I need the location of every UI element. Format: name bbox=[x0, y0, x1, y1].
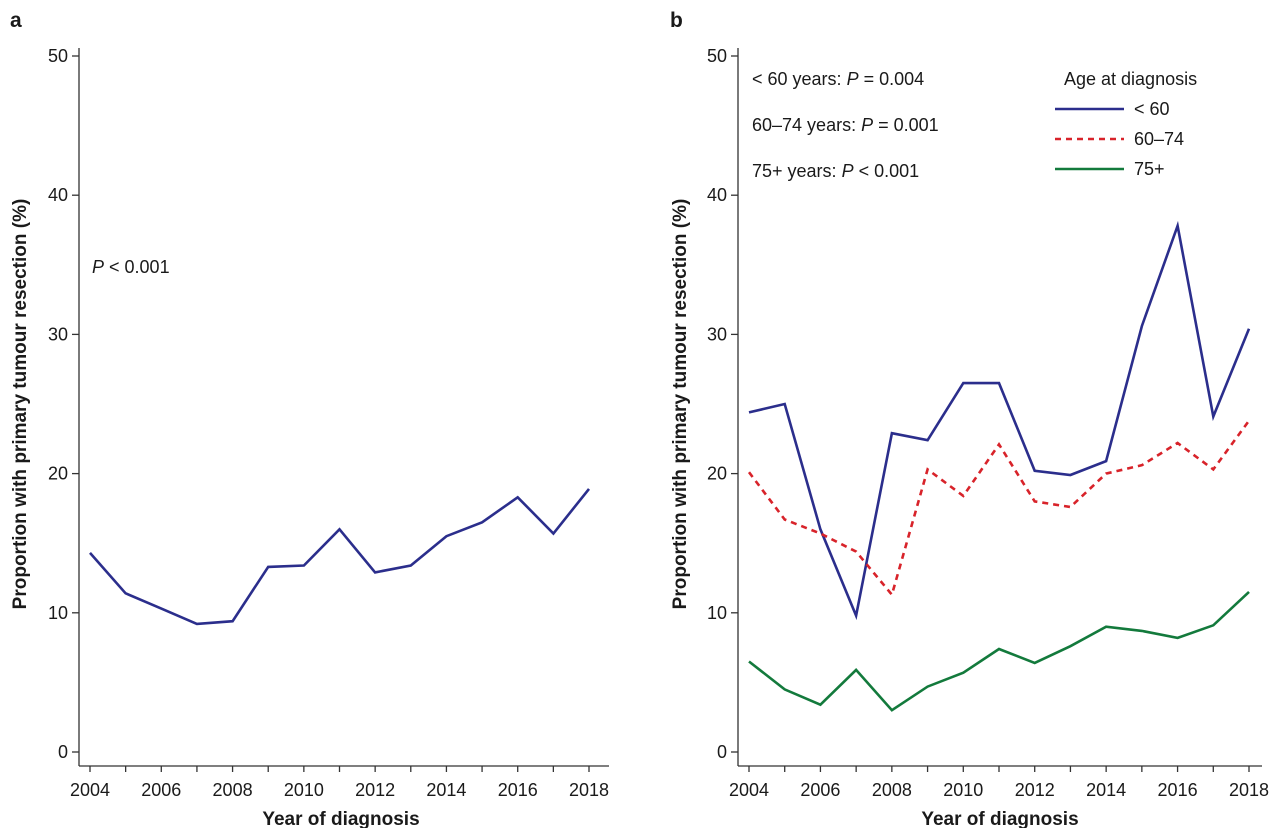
series-60-74 bbox=[747, 419, 1251, 598]
series-line bbox=[747, 419, 1251, 598]
legend-label: 75+ bbox=[1134, 159, 1165, 179]
y-tick-label: 50 bbox=[707, 46, 727, 66]
series-0 bbox=[89, 488, 591, 626]
x-tick-label: 2006 bbox=[141, 780, 181, 800]
y-tick-label: 50 bbox=[48, 46, 68, 66]
p-value-annotation: < 60 years: P = 0.004 bbox=[752, 69, 924, 89]
annotation-value: = 0.004 bbox=[859, 69, 925, 89]
x-tick-label: 2010 bbox=[943, 780, 983, 800]
y-tick-label: 30 bbox=[48, 324, 68, 344]
legend-label: 60–74 bbox=[1134, 129, 1184, 149]
x-tick-label: 2016 bbox=[1158, 780, 1198, 800]
annotation-p: P bbox=[847, 69, 859, 89]
x-tick-label: 2014 bbox=[426, 780, 466, 800]
x-tick-label: 2008 bbox=[872, 780, 912, 800]
x-tick-label: 2004 bbox=[729, 780, 769, 800]
panel-b: b 0 10 20 30 40 50 2004 2006 2008 2010 2012 2014 2016… bbox=[670, 9, 1269, 828]
y-tick-label: 0 bbox=[717, 742, 727, 762]
x-tick-label: 2012 bbox=[355, 780, 395, 800]
series-75 bbox=[748, 590, 1250, 712]
annotation-value: < 0.001 bbox=[104, 257, 170, 277]
series-line bbox=[748, 590, 1250, 712]
x-tick-label: 2006 bbox=[800, 780, 840, 800]
panel-letter: a bbox=[10, 9, 22, 32]
x-tick-label: 2010 bbox=[284, 780, 324, 800]
legend-title: Age at diagnosis bbox=[1064, 69, 1197, 89]
x-tick-label: 2008 bbox=[213, 780, 253, 800]
y-tick-label: 40 bbox=[707, 185, 727, 205]
p-value-annotation: 60–74 years: P = 0.001 bbox=[752, 115, 939, 135]
y-tick-label: 20 bbox=[707, 464, 727, 484]
annotation-prefix: 75+ years: bbox=[752, 161, 842, 181]
series-line bbox=[748, 220, 1251, 621]
y-tick-label: 0 bbox=[58, 742, 68, 762]
series-line bbox=[89, 488, 591, 626]
x-tick-label: 2018 bbox=[569, 780, 609, 800]
y-tick-label: 20 bbox=[48, 464, 68, 484]
y-tick-label: 40 bbox=[48, 185, 68, 205]
annotation-p: P bbox=[842, 161, 854, 181]
y-tick-label: 10 bbox=[48, 603, 68, 623]
x-tick-label: 2004 bbox=[70, 780, 110, 800]
panel-letter: b bbox=[670, 9, 683, 32]
p-value-annotation: 75+ years: P < 0.001 bbox=[752, 161, 919, 181]
annotation-value: < 0.001 bbox=[854, 161, 920, 181]
annotation-p: P bbox=[92, 257, 104, 277]
panel-a: a 0 10 20 30 40 50 2004 2006 2008 2010 2012 2014 2016… bbox=[10, 9, 609, 828]
x-tick-label: 2018 bbox=[1229, 780, 1269, 800]
x-tick-label: 2016 bbox=[498, 780, 538, 800]
legend: Age at diagnosis < 60 60–74 75+ bbox=[1055, 69, 1197, 179]
series-60 bbox=[748, 220, 1251, 621]
x-axis-title: Year of diagnosis bbox=[921, 809, 1078, 828]
y-axis-title: Proportion with primary tumour resection… bbox=[10, 199, 31, 610]
annotation-prefix: 60–74 years: bbox=[752, 115, 861, 135]
y-axis-title: Proportion with primary tumour resection… bbox=[670, 199, 691, 610]
annotation-value: = 0.001 bbox=[873, 115, 939, 135]
p-value-annotation: P < 0.001 bbox=[92, 257, 170, 277]
annotation-prefix: < 60 years: bbox=[752, 69, 847, 89]
legend-label: < 60 bbox=[1134, 99, 1170, 119]
x-tick-label: 2014 bbox=[1086, 780, 1126, 800]
y-tick-label: 30 bbox=[707, 324, 727, 344]
x-axis-title: Year of diagnosis bbox=[262, 809, 419, 828]
x-tick-label: 2012 bbox=[1015, 780, 1055, 800]
annotation-p: P bbox=[861, 115, 873, 135]
y-tick-label: 10 bbox=[707, 603, 727, 623]
